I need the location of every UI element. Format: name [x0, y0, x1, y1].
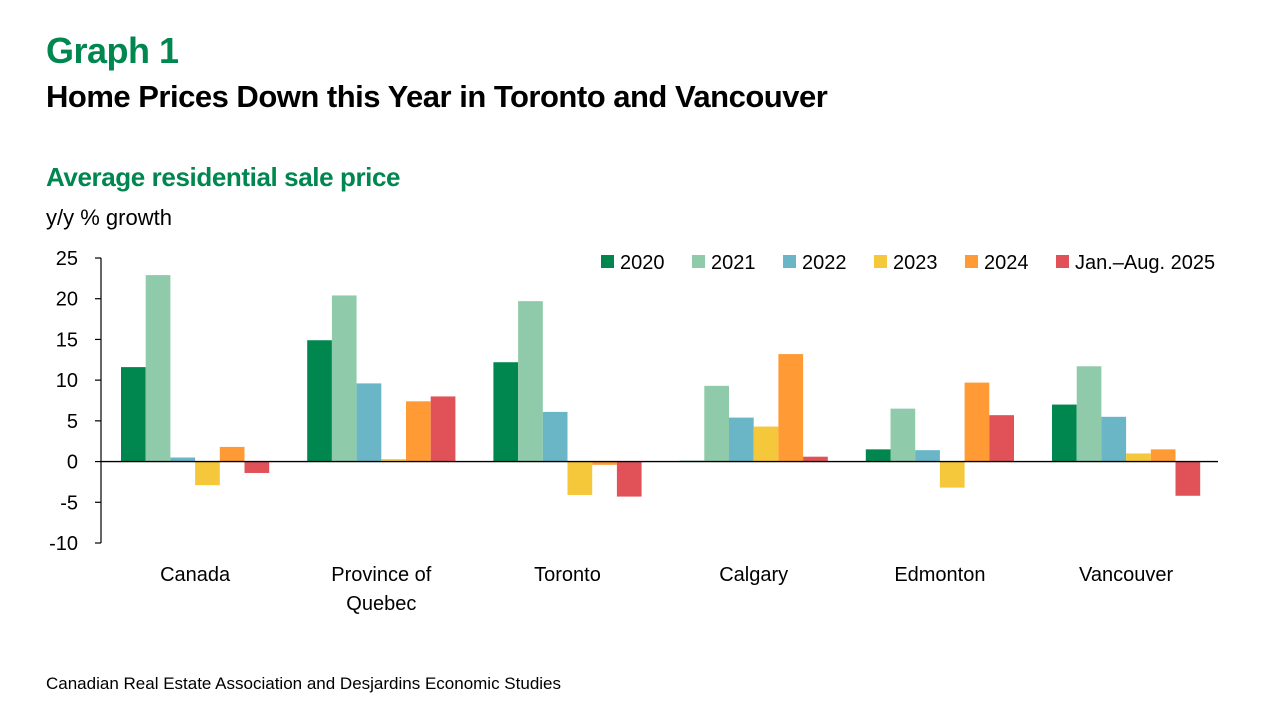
- bar: [1076, 366, 1102, 462]
- bar: [542, 411, 568, 462]
- y-tick-label: 10: [56, 370, 78, 392]
- bar: [518, 301, 543, 462]
- y-tick-label: 15: [56, 329, 78, 351]
- x-category-label: Toronto: [534, 564, 601, 586]
- legend-label: 2024: [984, 252, 1029, 274]
- y-tick-label: 25: [56, 248, 78, 270]
- legend-swatch: [874, 255, 887, 268]
- legend-item: 2023: [874, 252, 938, 274]
- bar: [616, 461, 642, 497]
- bar: [778, 354, 804, 462]
- x-category-label-line: Quebec: [346, 593, 416, 615]
- bar: [592, 461, 617, 465]
- bars-layer: [121, 275, 1201, 497]
- x-category-label: Province of Quebec: [331, 564, 431, 615]
- bar: [567, 461, 593, 495]
- bar: [704, 385, 729, 462]
- legend-swatch: [692, 255, 705, 268]
- graph-number: Graph 1: [46, 30, 179, 71]
- x-category-label: Vancouver: [1079, 564, 1173, 586]
- bar-group: [865, 382, 1014, 488]
- bar-group: [679, 354, 828, 462]
- legend-label: 2021: [711, 252, 756, 274]
- legend-swatch: [1056, 255, 1069, 268]
- bar: [145, 275, 171, 462]
- source-note: Canadian Real Estate Association and Des…: [46, 674, 562, 693]
- x-category-label-line: Canada: [160, 564, 231, 586]
- bar: [307, 340, 332, 462]
- bar: [356, 383, 382, 462]
- legend-swatch: [965, 255, 978, 268]
- bar: [915, 450, 940, 462]
- bar: [729, 417, 754, 462]
- x-category-label-line: Edmonton: [894, 564, 985, 586]
- bar: [170, 457, 196, 462]
- y-tick-label: -5: [60, 492, 78, 514]
- bar: [406, 401, 431, 462]
- bar: [1150, 449, 1176, 462]
- bar-group: [121, 275, 270, 486]
- chart-subtitle: Average residential sale price: [46, 162, 401, 192]
- x-category-label-line: Calgary: [719, 564, 788, 586]
- bar: [1052, 404, 1077, 462]
- legend-item: 2024: [965, 252, 1029, 274]
- bar: [939, 461, 965, 488]
- bar: [865, 449, 891, 462]
- x-category-label: Canada: [160, 564, 231, 586]
- y-axis-unit-label: y/y % growth: [46, 205, 172, 230]
- legend-swatch: [783, 255, 796, 268]
- bar-group: [493, 301, 642, 497]
- legend-item: 2021: [692, 252, 756, 274]
- bar: [890, 408, 916, 462]
- legend-swatch: [601, 255, 614, 268]
- legend-label: Jan.–Aug. 2025: [1075, 252, 1215, 274]
- bar: [219, 446, 245, 462]
- legend-label: 2023: [893, 252, 938, 274]
- bar: [244, 461, 270, 473]
- legend-item: 2020: [601, 252, 665, 274]
- y-tick-label: 5: [67, 411, 78, 433]
- bar: [1126, 453, 1151, 462]
- bar: [1101, 416, 1127, 462]
- bar: [195, 461, 220, 486]
- legend-label: 2020: [620, 252, 665, 274]
- chart-title: Home Prices Down this Year in Toronto an…: [46, 79, 828, 114]
- bar: [331, 295, 357, 462]
- bar: [493, 362, 519, 462]
- axes-layer: 25 20 15 10 5 0 -5 -10 Canada Province of Quebec To…: [49, 248, 1218, 615]
- bar: [803, 456, 828, 462]
- bar: [989, 415, 1014, 462]
- bar: [964, 382, 990, 462]
- x-category-label: Calgary: [719, 564, 788, 586]
- y-tick-label: 0: [67, 452, 78, 474]
- legend-label: 2022: [802, 252, 847, 274]
- legend: 2020 2021 2022 2023 2024 Jan.–Aug. 2025: [601, 252, 1215, 274]
- x-category-label-line: Vancouver: [1079, 564, 1173, 586]
- x-category-label-line: Toronto: [534, 564, 601, 586]
- y-tick-label: 20: [56, 289, 78, 311]
- x-category-label-line: Province of: [331, 564, 431, 586]
- bar: [753, 426, 779, 462]
- bar: [121, 367, 146, 462]
- bar: [1175, 461, 1201, 496]
- legend-item: 2022: [783, 252, 847, 274]
- bar: [381, 459, 406, 462]
- legend-item: Jan.–Aug. 2025: [1056, 252, 1215, 274]
- bar-group: [1052, 366, 1201, 496]
- bar-group: [307, 295, 456, 462]
- y-tick-label: -10: [49, 533, 78, 555]
- x-category-label: Edmonton: [894, 564, 985, 586]
- bar: [430, 396, 456, 462]
